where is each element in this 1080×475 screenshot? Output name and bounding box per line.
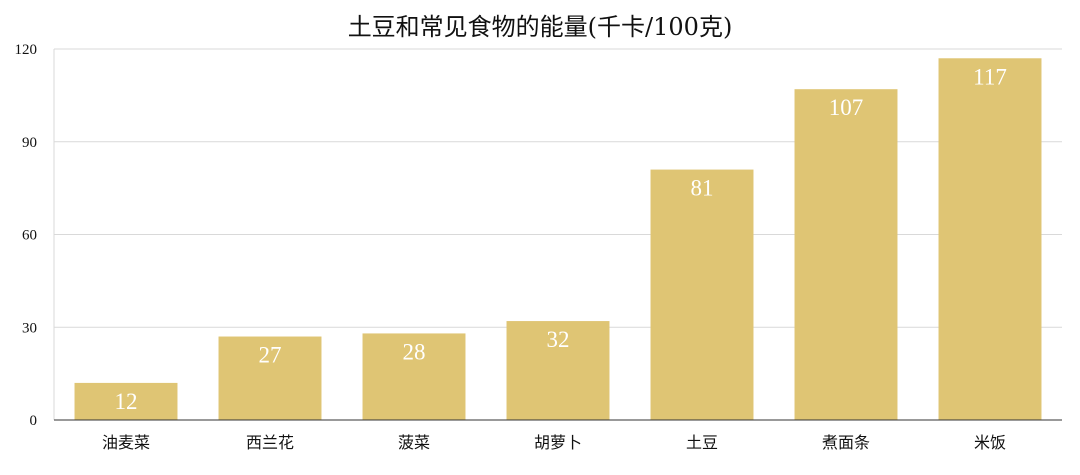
data-label: 28 (403, 339, 426, 364)
bar-5 (794, 89, 898, 421)
bar-0 (74, 382, 178, 420)
axes (53, 49, 1062, 421)
y-tick-label: 60 (22, 228, 37, 244)
x-tick-label: 西兰花 (246, 433, 294, 452)
y-tick-label: 90 (22, 135, 37, 151)
x-tick-label: 土豆 (686, 433, 718, 452)
bar-6 (938, 58, 1042, 421)
data-label: 32 (547, 327, 570, 352)
x-tick-label: 菠菜 (398, 433, 430, 452)
labels: 0 30 60 90 120 12 油麦菜 27 西兰花 28 菠菜 32 胡萝卜 81 土豆 107 煮面条 1… (15, 42, 1007, 452)
chart-title: 土豆和常见食物的能量(千卡/100克) (347, 13, 733, 41)
y-tick-label: 0 (30, 413, 38, 429)
bars (74, 58, 1042, 421)
x-tick-label: 煮面条 (822, 433, 870, 452)
x-tick-label: 胡萝卜 (534, 433, 582, 452)
bar-3 (506, 321, 610, 420)
data-label: 27 (259, 343, 282, 368)
bar-4 (650, 169, 754, 420)
bar-2 (362, 333, 466, 420)
data-label: 12 (115, 389, 138, 414)
x-tick-label: 米饭 (974, 433, 1006, 452)
x-tick-label: 油麦菜 (102, 433, 150, 452)
y-tick-label: 30 (22, 320, 37, 336)
y-tick-label: 120 (15, 42, 38, 58)
grid-lines (54, 48, 1062, 328)
bar-1 (218, 336, 322, 420)
data-label: 107 (829, 95, 864, 120)
data-label: 117 (973, 64, 1007, 89)
data-label: 81 (691, 176, 714, 201)
